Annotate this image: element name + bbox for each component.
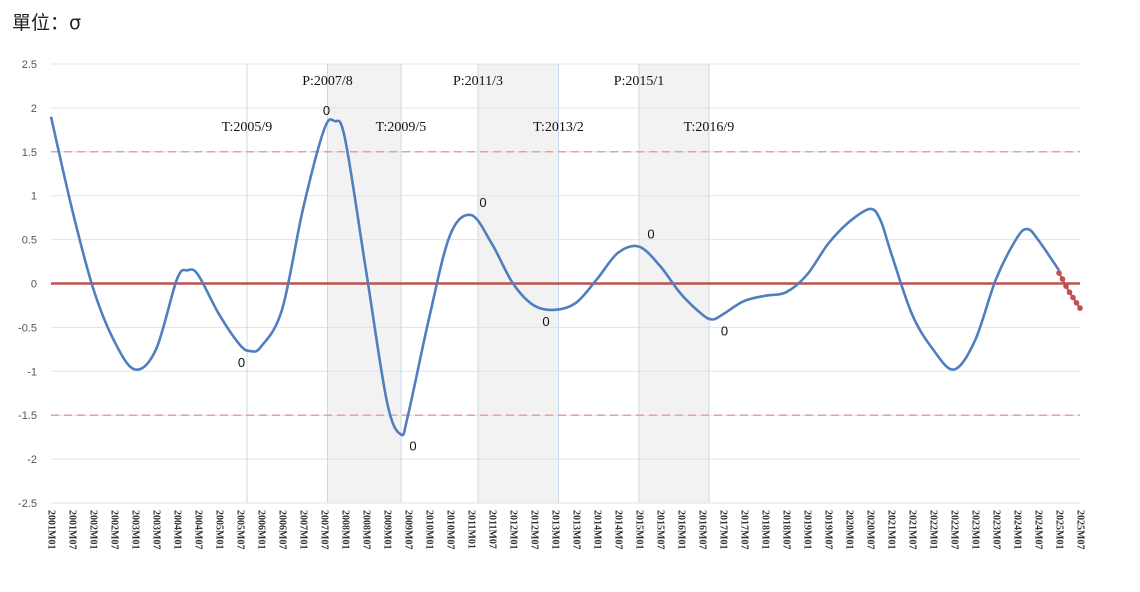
x-tick-label: 2023M07 [991, 510, 1002, 549]
x-tick-label: 2011M07 [487, 510, 498, 549]
x-tick-label: 2024M01 [1012, 510, 1023, 549]
y-tick-label: 2 [31, 103, 37, 115]
x-tick-label: 2004M01 [172, 510, 183, 549]
x-tick-label: 2014M01 [592, 510, 603, 549]
forecast-point [1063, 283, 1069, 289]
x-tick-label: 2012M01 [508, 510, 519, 549]
data-label: 0 [409, 439, 416, 454]
x-tick-label: 2011M01 [466, 510, 477, 549]
x-tick-label: 2002M07 [109, 510, 120, 549]
x-tick-label: 2022M01 [928, 510, 939, 549]
x-tick-label: 2016M01 [676, 510, 687, 549]
x-tick-label: 2021M01 [886, 510, 897, 549]
x-tick-label: 2019M07 [823, 510, 834, 549]
x-tick-label: 2015M07 [655, 510, 666, 549]
y-tick-label: -2.5 [18, 498, 37, 510]
x-tick-label: 2009M01 [382, 510, 393, 549]
x-tick-label: 2006M01 [256, 510, 267, 549]
y-tick-label: -1 [27, 366, 37, 378]
turning-point-labels: T:2005/9 P:2007/8 T:2009/5 P:2011/3 T:2013/2… [222, 74, 735, 135]
x-tick-label: 2004M07 [193, 510, 204, 549]
data-labels: 0 0 0 0 0 0 0 [238, 103, 728, 453]
x-tick-label: 2006M07 [277, 510, 288, 549]
x-tick-label: 2012M07 [529, 510, 540, 549]
x-tick-label: 2001M01 [46, 510, 57, 549]
turning-point-label: T:2013/2 [533, 120, 584, 135]
y-tick-label: -1.5 [18, 410, 37, 422]
x-tick-label: 2013M01 [550, 510, 561, 549]
x-tick-label: 2002M01 [88, 510, 99, 549]
x-tick-label: 2016M07 [697, 510, 708, 549]
x-tick-label: 2005M01 [214, 510, 225, 549]
x-tick-label: 2008M07 [361, 510, 372, 549]
y-tick-label: 0.5 [22, 235, 37, 247]
x-tick-label: 2021M07 [907, 510, 918, 549]
series-lines [49, 116, 1083, 437]
x-tick-label: 2005M07 [235, 510, 246, 549]
x-tick-label: 2013M07 [571, 510, 582, 549]
turning-point-label: P:2015/1 [614, 74, 665, 89]
forecast-point [1077, 305, 1083, 311]
x-tick-label: 2017M01 [718, 510, 729, 549]
turning-point-label: P:2007/8 [302, 74, 353, 89]
unit-label: 單位：σ [12, 12, 82, 34]
x-tick-label: 2007M07 [319, 510, 330, 549]
x-tick-label: 2025M01 [1054, 510, 1065, 549]
x-tick-label: 2014M07 [613, 510, 624, 549]
y-tick-label: 1.5 [22, 147, 37, 159]
y-tick-label: 0 [31, 279, 37, 291]
x-tick-label: 2003M01 [130, 510, 141, 549]
forecast-point [1056, 270, 1062, 276]
y-tick-label: -2 [27, 454, 37, 466]
forecast-point [1070, 294, 1076, 301]
turning-point-label: T:2005/9 [222, 120, 273, 135]
x-tick-label: 2008M01 [340, 510, 351, 549]
forecast-point [1059, 276, 1066, 282]
x-tick-label: 2023M01 [970, 510, 981, 549]
x-tick-label: 2025M07 [1075, 510, 1086, 549]
data-label: 0 [238, 355, 245, 370]
index-line [49, 116, 1061, 437]
x-axis-ticks: 2001M01 2001M07 2002M01 2002M07 2003M01 2003M… [46, 510, 1086, 549]
turning-point-label: T:2016/9 [684, 120, 735, 135]
y-axis-ticks: 2.5 2 1.5 1 0.5 0 -0.5 -1 -1.5 -2 -2.5 [18, 59, 37, 510]
forecast-point [1073, 300, 1080, 306]
x-tick-label: 2024M07 [1033, 510, 1044, 549]
x-tick-label: 2003M07 [151, 510, 162, 549]
y-tick-label: 1 [31, 191, 37, 203]
x-tick-label: 2018M01 [760, 510, 771, 549]
reference-lines [51, 151, 1080, 416]
turning-point-label: T:2009/5 [376, 120, 427, 135]
y-tick-label: -0.5 [18, 322, 37, 334]
x-tick-label: 2015M01 [634, 510, 645, 549]
forecast-point [1066, 289, 1073, 296]
data-label: 0 [647, 227, 654, 242]
data-label: 0 [721, 323, 728, 338]
turning-point-label: P:2011/3 [453, 74, 503, 89]
x-tick-label: 2019M01 [802, 510, 813, 549]
x-tick-label: 2020M07 [865, 510, 876, 549]
x-tick-label: 2009M07 [403, 510, 414, 549]
y-tick-label: 2.5 [22, 59, 37, 71]
x-tick-label: 2020M01 [844, 510, 855, 549]
x-tick-label: 2010M07 [445, 510, 456, 549]
data-label: 0 [542, 314, 549, 329]
data-label: 0 [479, 195, 486, 210]
x-tick-label: 2017M07 [739, 510, 750, 549]
x-tick-label: 2001M07 [67, 510, 78, 549]
x-tick-label: 2010M01 [424, 510, 435, 549]
x-tick-label: 2022M07 [949, 510, 960, 549]
x-tick-label: 2018M07 [781, 510, 792, 549]
x-tick-label: 2007M01 [298, 510, 309, 549]
data-label: 0 [323, 103, 330, 118]
